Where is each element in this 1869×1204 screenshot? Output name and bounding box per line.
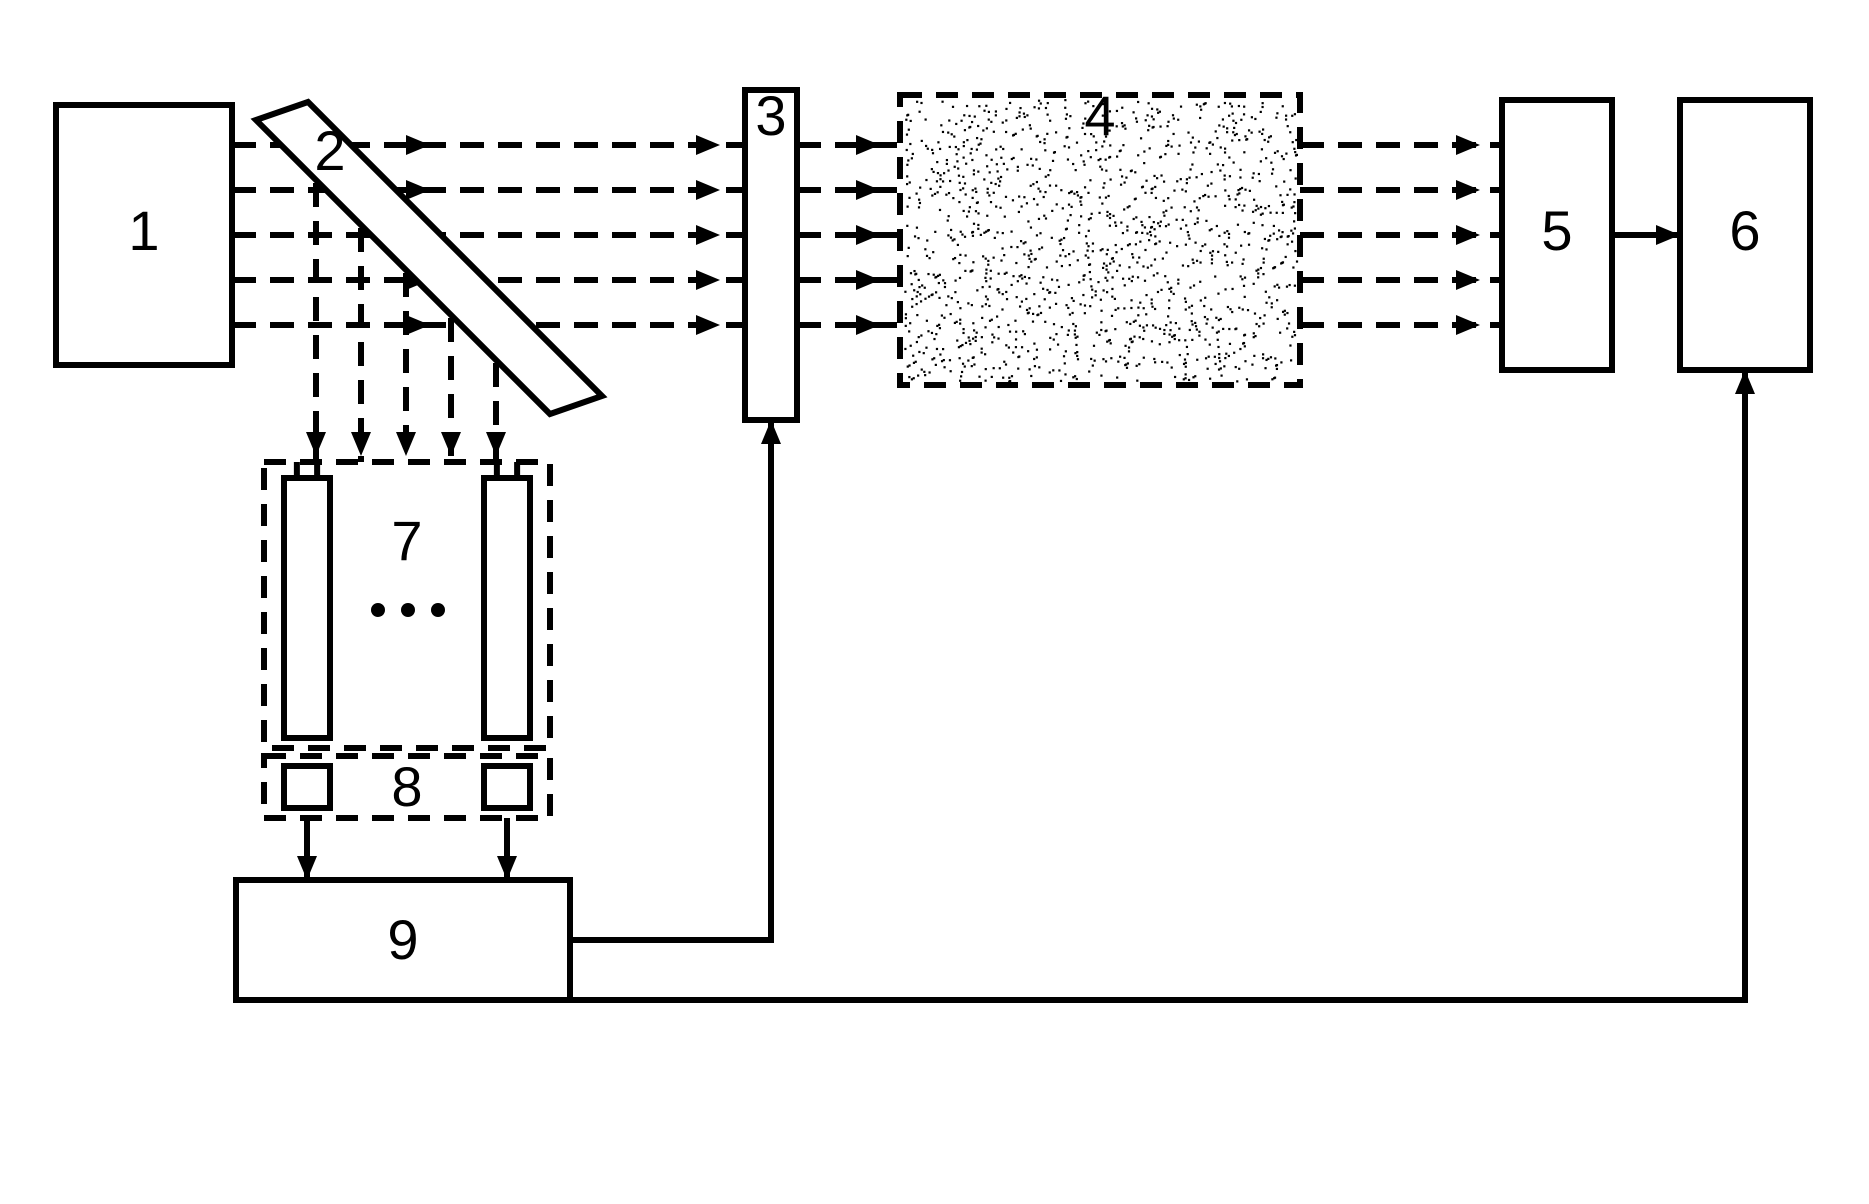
label-9: 9 xyxy=(387,908,418,971)
label-2: 2 xyxy=(314,119,345,182)
label-4: 4 xyxy=(1084,84,1115,147)
small-box-1 xyxy=(284,766,330,808)
tube-1 xyxy=(284,478,330,738)
label-1: 1 xyxy=(128,199,159,262)
small-box-2 xyxy=(484,766,530,808)
label-8: 8 xyxy=(391,755,422,818)
label-3: 3 xyxy=(755,84,786,147)
label-7: 7 xyxy=(391,509,422,572)
diagram-root: 1 2 3 4 5 6 7 8 9 xyxy=(0,0,1869,1204)
ellipsis-dot xyxy=(401,603,415,617)
ellipsis-dot xyxy=(431,603,445,617)
diagram-svg: 1 2 3 4 5 6 7 8 9 xyxy=(0,0,1869,1204)
label-5: 5 xyxy=(1541,199,1572,262)
label-6: 6 xyxy=(1729,199,1760,262)
tube-2 xyxy=(484,478,530,738)
ellipsis-dot xyxy=(371,603,385,617)
